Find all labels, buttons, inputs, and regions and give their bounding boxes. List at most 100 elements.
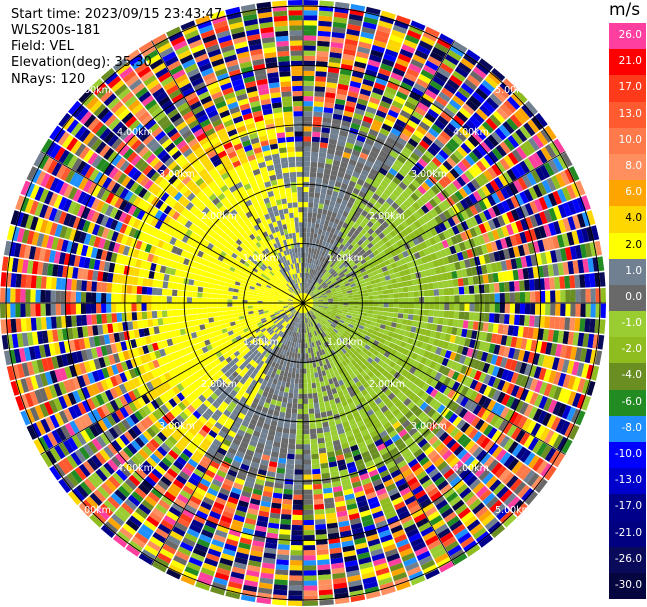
range-gate	[372, 291, 379, 296]
range-gate	[397, 265, 404, 272]
range-gate	[328, 303, 334, 305]
range-gate	[289, 362, 294, 368]
range-gate	[485, 332, 493, 343]
range-gate	[309, 413, 315, 419]
range-gate	[447, 255, 455, 264]
range-gate	[319, 288, 325, 292]
range-gate	[464, 338, 471, 347]
range-gate	[319, 261, 324, 267]
range-gate	[381, 320, 387, 325]
range-gate	[487, 387, 497, 399]
range-gate	[456, 327, 463, 337]
range-gate	[497, 324, 504, 335]
range-gate	[313, 288, 318, 293]
range-gate	[303, 363, 307, 369]
range-gate	[349, 226, 357, 234]
range-gate	[374, 201, 383, 209]
range-gate	[556, 358, 565, 372]
range-gate	[591, 365, 600, 381]
range-gate	[443, 376, 452, 386]
range-gate	[281, 401, 287, 408]
range-gate	[344, 105, 355, 113]
range-gate	[373, 295, 379, 300]
range-gate	[299, 373, 303, 379]
range-gate	[442, 58, 457, 70]
range-gate	[333, 282, 339, 287]
range-gate	[483, 440, 495, 452]
range-gate	[499, 158, 511, 171]
range-gate	[503, 100, 517, 114]
range-gate	[282, 396, 288, 403]
range-gate	[461, 158, 472, 170]
range-gate	[421, 392, 430, 402]
range-gate	[310, 293, 316, 297]
range-gate	[396, 91, 408, 101]
range-gate	[337, 308, 343, 312]
range-gate	[566, 360, 575, 375]
range-gate	[359, 221, 367, 229]
range-gate	[459, 337, 466, 346]
range-gate	[330, 288, 336, 293]
range-gate	[356, 246, 363, 253]
range-gate	[586, 364, 595, 380]
range-gate	[560, 289, 566, 303]
range-gate	[460, 142, 472, 154]
range-gate	[420, 328, 427, 336]
range-gate	[529, 279, 535, 291]
range-gate	[296, 424, 303, 430]
range-gate	[348, 267, 354, 273]
range-gate	[328, 267, 334, 273]
range-gate	[307, 278, 310, 284]
range-gate	[483, 209, 492, 221]
range-gate	[403, 330, 411, 338]
range-gate	[443, 288, 450, 296]
range-gate	[367, 172, 376, 181]
range-gate	[463, 240, 471, 250]
range-gate	[577, 378, 586, 393]
range-gate	[424, 178, 434, 188]
range-gate	[353, 267, 360, 273]
range-gate	[344, 282, 351, 287]
range-gate	[364, 255, 371, 262]
range-gate	[564, 168, 575, 184]
range-gate	[422, 316, 429, 323]
range-gate	[408, 291, 414, 298]
range-gate	[316, 308, 322, 312]
range-gate	[487, 364, 495, 375]
range-gate	[346, 287, 352, 292]
range-gate	[388, 293, 394, 299]
range-gate	[371, 367, 378, 375]
range-gate	[340, 215, 347, 222]
range-gate	[473, 312, 480, 321]
range-gate	[565, 289, 571, 303]
range-gate	[572, 332, 580, 346]
range-gate	[462, 103, 475, 115]
range-gate	[537, 182, 548, 196]
range-gate	[469, 294, 475, 303]
range-gate	[495, 404, 506, 417]
range-gate	[337, 292, 343, 296]
range-gate	[379, 100, 391, 109]
range-gate	[303, 514, 314, 521]
range-gate	[309, 176, 316, 183]
range-gate	[321, 318, 327, 324]
range-gate	[292, 519, 303, 526]
range-gate	[288, 367, 293, 373]
range-gate	[343, 270, 350, 276]
range-gate	[395, 260, 402, 267]
range-gate	[498, 249, 506, 261]
range-gate	[382, 228, 390, 236]
range-gate	[333, 265, 339, 271]
range-gate	[567, 261, 575, 275]
range-gate	[364, 265, 371, 271]
range-gate	[476, 407, 487, 419]
range-gate	[510, 427, 522, 440]
range-gate	[295, 444, 303, 450]
range-gate	[323, 112, 333, 119]
range-gate	[332, 159, 341, 167]
range-gate	[346, 185, 354, 193]
range-gate	[515, 220, 524, 233]
range-gate	[594, 350, 603, 366]
range-gate	[334, 317, 340, 322]
range-gate	[310, 438, 318, 445]
